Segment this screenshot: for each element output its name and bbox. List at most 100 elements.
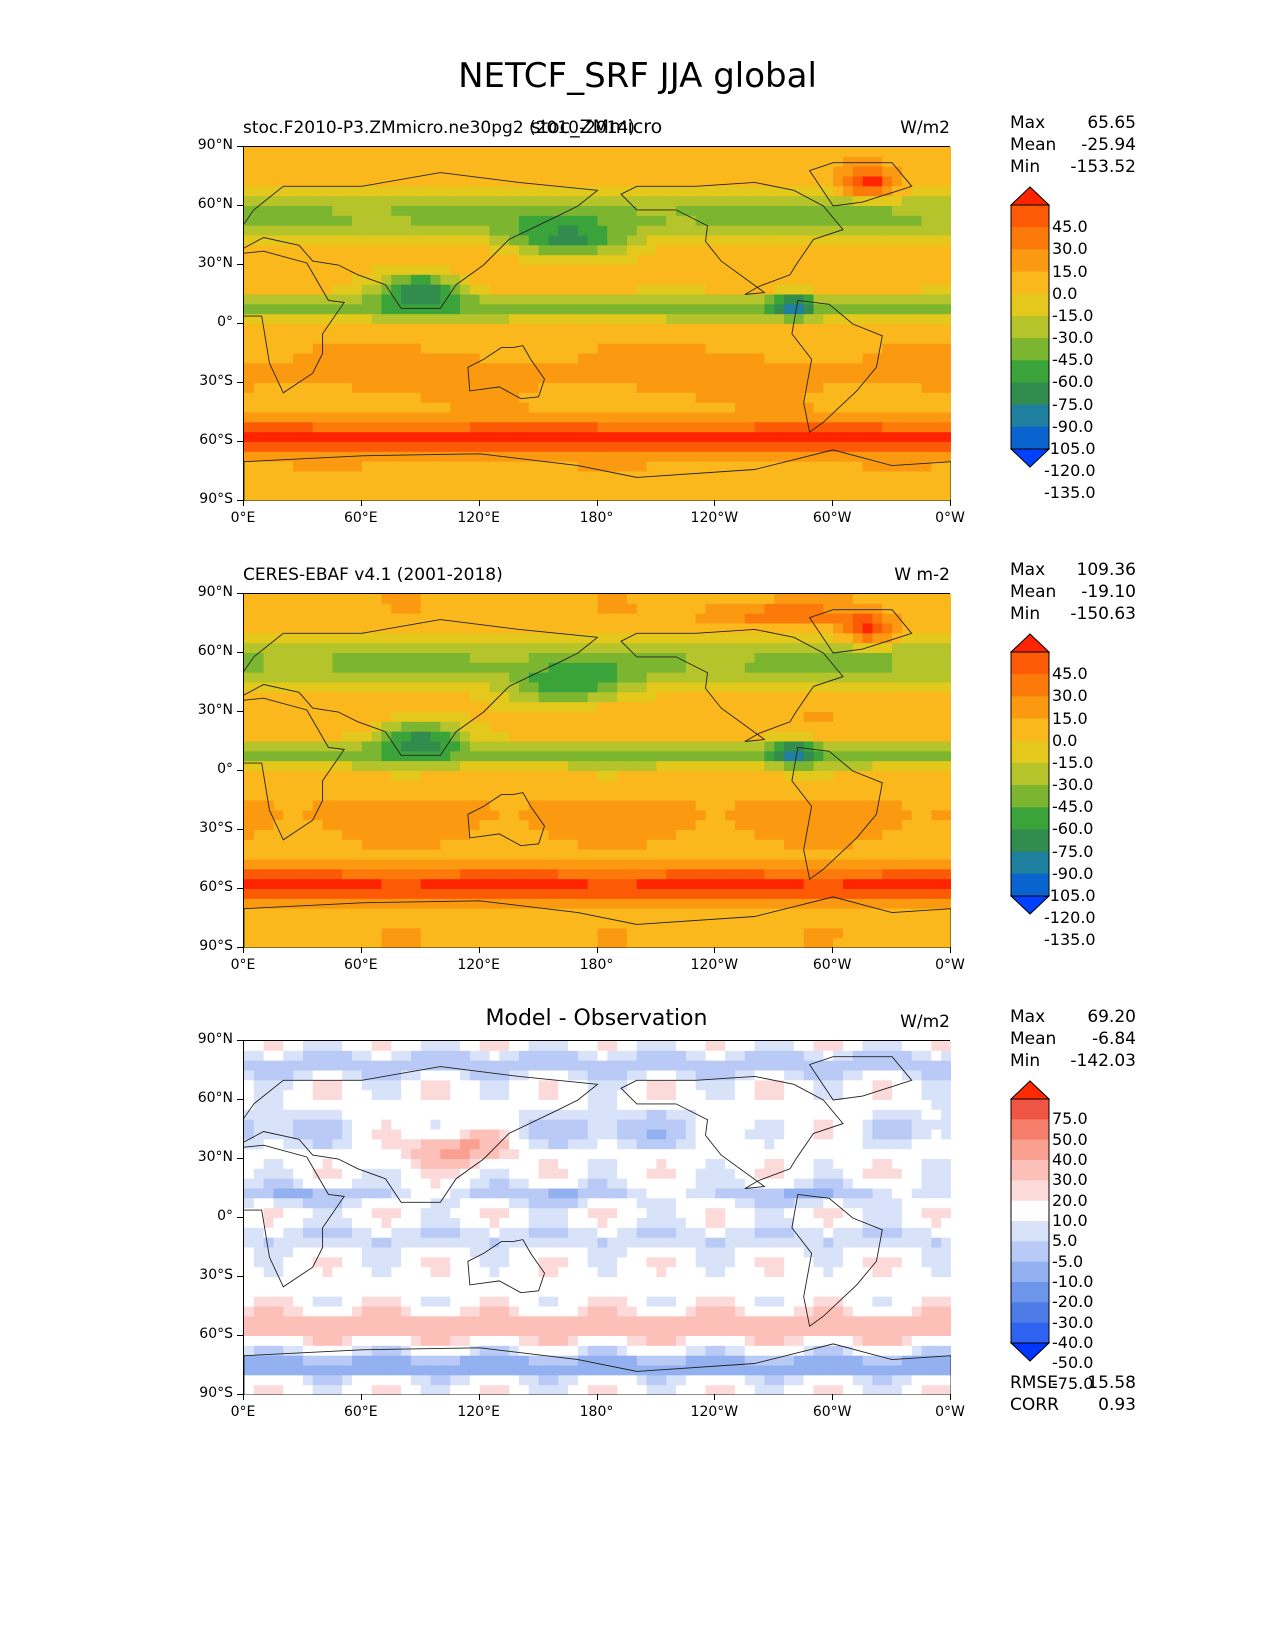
- field-cell: [509, 373, 520, 384]
- field-cell: [931, 402, 942, 414]
- field-cell: [754, 245, 766, 256]
- field-cell: [695, 442, 707, 453]
- field-cell: [381, 186, 392, 197]
- field-cell: [646, 432, 658, 443]
- field-cell: [293, 176, 304, 187]
- field-cell: [499, 294, 510, 305]
- field-cell: [617, 245, 628, 256]
- field-cell: [302, 613, 314, 625]
- field-cell: [401, 741, 412, 752]
- field-cell: [460, 751, 471, 762]
- field-cell: [332, 820, 343, 831]
- field-cell: [813, 623, 824, 634]
- field-cell: [381, 830, 392, 841]
- field-cell: [813, 879, 824, 890]
- field-cell: [793, 731, 805, 743]
- field-cell: [489, 491, 500, 501]
- field-cell: [862, 741, 874, 752]
- field-cell: [361, 422, 373, 433]
- field-cell: [587, 869, 599, 880]
- field-cell: [499, 235, 510, 246]
- field-cell: [558, 938, 569, 948]
- field-cell: [577, 265, 589, 276]
- field-cell: [646, 751, 658, 762]
- field-cell: [784, 206, 795, 217]
- field-cell: [656, 206, 667, 217]
- field-cell: [302, 653, 314, 664]
- field-cell: [558, 712, 569, 723]
- field-cell: [332, 274, 343, 286]
- field-cell: [479, 392, 491, 404]
- field-cell: [538, 432, 549, 443]
- field-cell: [803, 633, 815, 644]
- field-cell: [430, 206, 441, 217]
- field-cell: [332, 442, 343, 453]
- field-cell: [332, 422, 343, 433]
- field-cell: [460, 304, 471, 315]
- field-cell: [391, 613, 402, 625]
- field-cell: [381, 662, 392, 674]
- field-cell: [342, 274, 353, 286]
- field-cell: [371, 771, 383, 782]
- field-cell: [626, 235, 638, 246]
- field-cell: [548, 491, 559, 501]
- field-cell: [872, 402, 883, 414]
- field-cell: [646, 790, 658, 802]
- field-cell: [283, 402, 294, 414]
- field-cell: [361, 839, 373, 851]
- field-cell: [302, 471, 314, 482]
- field-cell: [479, 859, 491, 870]
- field-cell: [312, 790, 324, 802]
- field-cell: [293, 471, 304, 482]
- field-cell: [499, 869, 510, 880]
- field-cell: [793, 451, 805, 463]
- field-cell: [293, 869, 304, 880]
- field-cell: [587, 363, 599, 374]
- field-cell: [332, 859, 343, 870]
- field-cell: [813, 451, 824, 463]
- field-cell: [862, 810, 874, 821]
- field-cell: [263, 702, 275, 713]
- field-cell: [685, 751, 697, 762]
- field-cell: [430, 633, 441, 644]
- field-cell: [734, 790, 746, 802]
- field-cell: [803, 594, 815, 605]
- field-cell: [587, 849, 599, 861]
- field-cell: [577, 721, 589, 733]
- field-cell: [764, 373, 775, 384]
- field-cell: [312, 481, 324, 492]
- field-cell: [666, 274, 677, 286]
- field-cell: [754, 442, 766, 453]
- field-cell: [793, 442, 805, 453]
- contour-field: [244, 594, 951, 948]
- field-cell: [518, 402, 530, 414]
- field-cell: [784, 594, 795, 605]
- field-cell: [391, 324, 402, 335]
- field-cell: [764, 741, 775, 752]
- field-cell: [685, 839, 697, 851]
- field-cell: [302, 820, 314, 831]
- field-cell: [430, 643, 441, 654]
- field-cell: [283, 849, 294, 861]
- field-cell: [597, 294, 608, 305]
- field-cell: [332, 751, 343, 762]
- field-cell: [469, 147, 481, 158]
- field-cell: [734, 662, 746, 674]
- field-cell: [872, 265, 883, 276]
- field-cell: [352, 176, 363, 187]
- field-cell: [676, 442, 687, 453]
- field-cell: [253, 898, 265, 910]
- field-cell: [754, 761, 766, 772]
- field-cell: [597, 928, 608, 939]
- field-cell: [302, 839, 314, 851]
- field-cell: [803, 392, 815, 404]
- field-cell: [803, 176, 815, 187]
- field-cell: [774, 255, 785, 266]
- field-cell: [420, 265, 432, 276]
- field-cell: [941, 176, 951, 187]
- field-cell: [872, 780, 883, 792]
- field-cell: [764, 623, 775, 634]
- field-cell: [381, 672, 392, 684]
- field-cell: [538, 908, 549, 920]
- field-cell: [597, 451, 608, 463]
